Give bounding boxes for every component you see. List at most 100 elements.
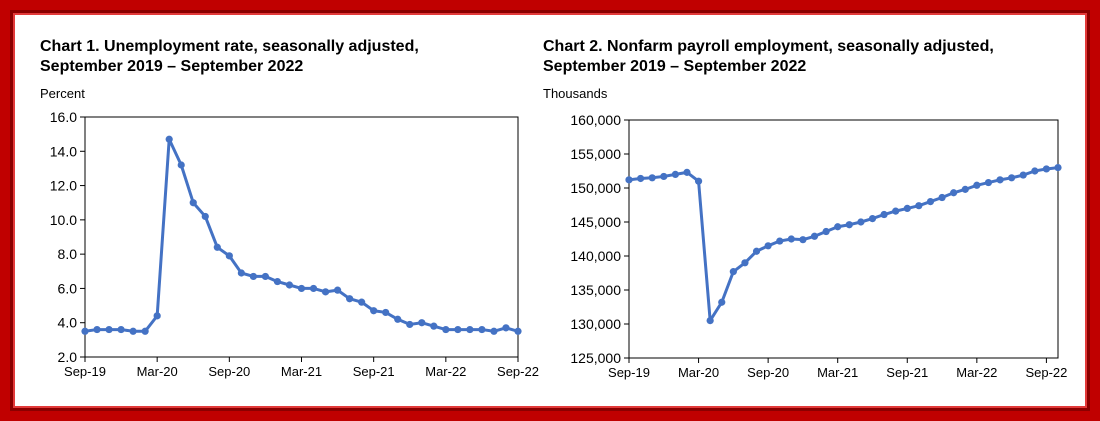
chart-2-data-point: [973, 181, 981, 189]
chart-1-y-tick-label: 6.0: [58, 280, 78, 296]
chart-1-panel: Chart 1. Unemployment rate, seasonally a…: [13, 13, 543, 408]
chart-2-data-point: [718, 298, 726, 306]
chart-2-x-tick-label: Sep-20: [747, 365, 789, 380]
chart-2-data-point: [787, 235, 795, 243]
chart-1-y-tick-label: 16.0: [50, 109, 77, 125]
chart-1-data-point: [225, 252, 233, 260]
chart-2-data-point: [926, 198, 935, 206]
chart-2-data-point: [1019, 171, 1027, 179]
chart-1-data-point: [189, 199, 197, 207]
chart-1-data-point: [165, 135, 173, 143]
chart-2-subtitle: September 2019 – September 2022: [543, 58, 807, 75]
chart-2-data-point: [961, 185, 969, 193]
chart-1-data-point: [478, 325, 486, 334]
chart-1-data-point: [418, 319, 426, 327]
chart-1-data-point: [141, 327, 149, 335]
chart-2-data-point: [868, 215, 877, 223]
chart-1-y-tick-label: 4.0: [58, 315, 78, 331]
chart-2-data-point: [729, 268, 737, 276]
chart-1-x-tick-label: Mar-20: [137, 364, 178, 379]
chart-1-data-point: [105, 325, 113, 334]
chart-1-x-tick-label: Sep-22: [497, 364, 539, 379]
chart-2-data-point: [625, 176, 633, 184]
chart-1-data-point: [454, 325, 462, 334]
chart-2-title: Chart 2. Nonfarm payroll employment, sea…: [543, 38, 994, 55]
chart-2-plot-area: [628, 119, 1059, 359]
chart-2-data-point: [1031, 167, 1039, 175]
chart-1-data-point: [502, 324, 510, 332]
chart-1-subtitle: September 2019 – September 2022: [40, 58, 304, 75]
chart-2-y-tick-label: 160,000: [570, 112, 621, 128]
chart-2-data-point: [1008, 174, 1016, 182]
chart-1-data-point: [333, 286, 342, 294]
chart-2-data-point: [694, 177, 703, 185]
chart-1-data-point: [466, 325, 474, 334]
chart-1-data-point: [93, 325, 101, 334]
chart-1-data-point: [285, 281, 294, 289]
chart-1-data-point: [237, 269, 245, 277]
chart-2-data-point: [857, 218, 865, 226]
chart-2-x-tick-label: Mar-21: [817, 365, 858, 380]
chart-2-y-tick-label: 155,000: [570, 146, 621, 162]
chart-1-plot-area: [84, 116, 519, 358]
chart-2-data-point: [845, 221, 853, 229]
chart-1-data-point: [382, 308, 390, 317]
chart-1-x-tick-label: Sep-19: [64, 364, 106, 379]
chart-1-data-point: [358, 298, 366, 306]
chart-2-data-point: [741, 259, 749, 267]
chart-2-ylabel: Thousands: [543, 86, 608, 101]
chart-2-data-point: [950, 189, 958, 197]
chart-1-y-tick-label: 10.0: [50, 212, 77, 228]
chart-2-data-point: [764, 242, 772, 250]
chart-2-data-point: [938, 193, 946, 202]
chart-2-data-point: [636, 174, 645, 183]
chart-1-data-point: [81, 327, 89, 335]
chart-1-x-tick-label: Sep-21: [353, 364, 395, 379]
chart-1-data-point: [430, 322, 438, 330]
chart-1-y-tick-label: 12.0: [50, 178, 77, 194]
chart-2-data-point: [1054, 164, 1062, 172]
chart-2-y-tick-label: 150,000: [570, 180, 621, 196]
chart-1-data-point: [309, 284, 318, 293]
chart-2-y-tick-label: 130,000: [570, 316, 621, 332]
chart-1-data-point: [117, 325, 125, 334]
chart-2-data-point: [660, 172, 668, 181]
chart-2-data-point: [996, 176, 1004, 184]
chart-1-data-point: [297, 284, 306, 293]
chart-2-data-point: [706, 317, 714, 325]
chart-1-data-point: [370, 307, 378, 315]
chart-1-series-line: [84, 137, 519, 333]
chart-1-data-point: [249, 272, 257, 281]
chart-2-y-tick-label: 125,000: [570, 350, 621, 366]
chart-2-x-tick-label: Mar-22: [956, 365, 997, 380]
chart-2-data-point: [648, 174, 656, 182]
chart-1-y-tick-label: 2.0: [58, 349, 78, 365]
chart-2-x-tick-label: Sep-19: [608, 365, 650, 380]
chart-2-x-tick-label: Sep-21: [886, 365, 928, 380]
chart-2-data-point: [915, 202, 923, 210]
chart-2-x-tick-label: Sep-22: [1025, 365, 1067, 380]
chart-1-data-point: [442, 325, 450, 334]
chart-1-x-tick-label: Sep-20: [208, 364, 250, 379]
chart-2-data-point: [892, 207, 900, 215]
chart-2-y-tick-label: 140,000: [570, 248, 621, 264]
chart-2-data-point: [822, 227, 830, 236]
chart-1-data-point: [177, 161, 185, 169]
chart-2-x-tick-label: Mar-20: [678, 365, 719, 380]
chart-2-data-point: [752, 247, 761, 255]
chart-1-x-tick-label: Mar-22: [425, 364, 466, 379]
chart-1-y-tick-label: 14.0: [50, 143, 77, 159]
chart-2-data-point: [984, 178, 993, 187]
chart-2-data-point: [903, 204, 911, 212]
chart-2-data-point: [799, 236, 807, 244]
chart-2-data-point: [810, 232, 819, 240]
chart-1-data-point: [394, 315, 402, 323]
inner-frame: Chart 1. Unemployment rate, seasonally a…: [10, 10, 1090, 411]
chart-1-data-point: [129, 327, 137, 335]
chart-1-data-point: [406, 320, 414, 329]
chart-1-data-point: [346, 295, 354, 303]
chart-2-series-line: [628, 166, 1059, 323]
chart-1-data-point: [490, 327, 498, 335]
chart-2-panel: Chart 2. Nonfarm payroll employment, sea…: [538, 13, 1088, 408]
chart-1-data-point: [201, 212, 209, 221]
